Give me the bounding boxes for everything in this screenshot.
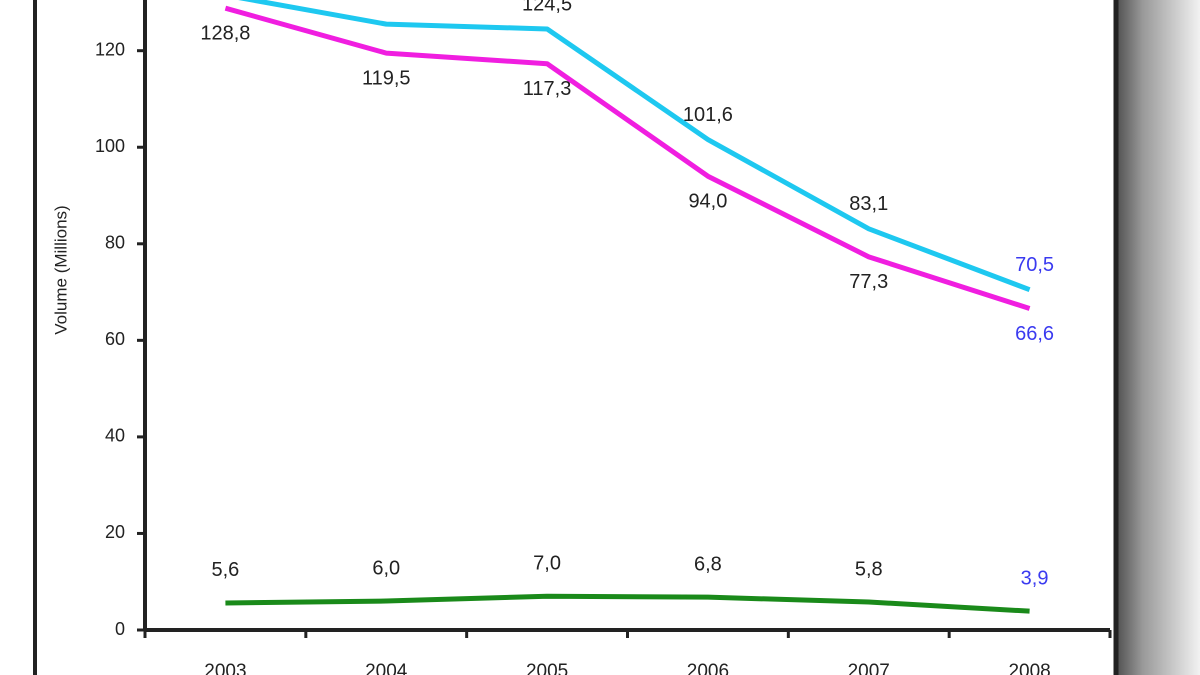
x-tick-label: 2005: [526, 661, 568, 675]
data-label: 6,8: [694, 553, 722, 575]
y-tick-label: 100: [95, 136, 125, 156]
x-tick-label: 2007: [848, 661, 890, 675]
data-label: 70,5: [1015, 254, 1054, 276]
y-tick-label: 40: [105, 426, 125, 446]
data-label: 77,3: [849, 271, 888, 293]
y-tick-label: 0: [115, 619, 125, 639]
y-axis-label: Volume (Millions): [51, 205, 70, 334]
data-label: 6,0: [372, 557, 400, 579]
data-label: 117,3: [523, 78, 572, 100]
data-label: 124,5: [522, 0, 572, 15]
series-line: [225, 593, 1030, 614]
data-label: 66,6: [1015, 323, 1054, 345]
series-line: [238, 0, 1031, 292]
data-label: 119,5: [362, 67, 411, 89]
frame-shadow: [1118, 0, 1200, 675]
data-label: 94,0: [688, 190, 727, 212]
data-label: 7,0: [533, 552, 561, 574]
x-tick-label: 2003: [204, 661, 246, 675]
y-tick-label: 120: [95, 39, 125, 59]
data-label: 5,6: [212, 559, 240, 581]
data-label: 5,8: [855, 558, 883, 580]
data-label: 83,1: [849, 193, 888, 215]
series-line: [224, 5, 1031, 311]
data-label: 3,9: [1021, 567, 1049, 589]
y-tick-label: 20: [105, 522, 125, 542]
y-tick-label: 80: [105, 233, 125, 253]
data-label: 101,6: [683, 104, 733, 126]
x-tick-label: 2008: [1008, 661, 1050, 675]
x-tick-label: 2004: [365, 661, 408, 675]
data-label: 128,8: [200, 22, 250, 44]
y-tick-label: 60: [105, 329, 125, 349]
x-tick-label: 2006: [687, 661, 729, 675]
